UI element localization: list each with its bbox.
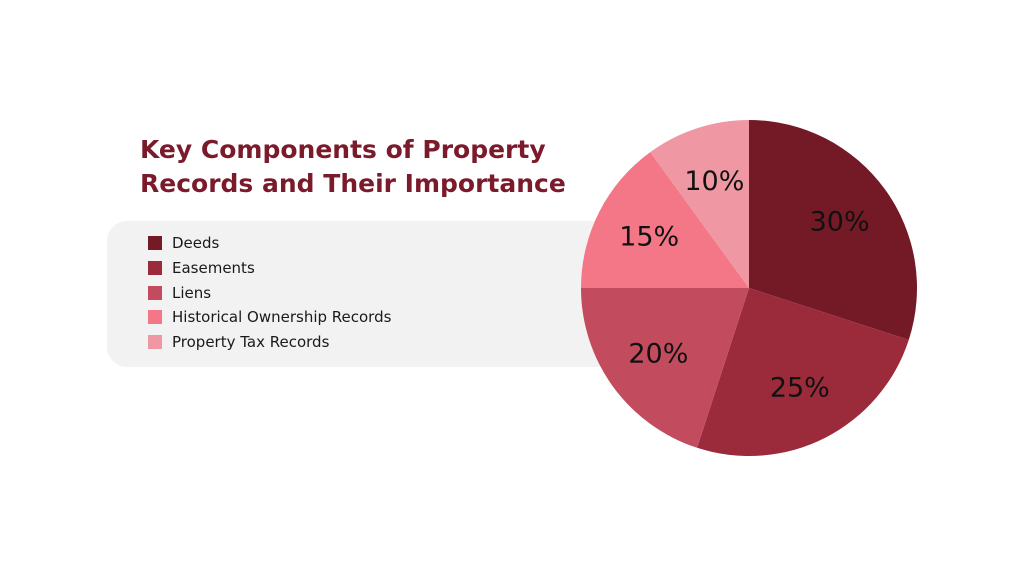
slice-label-liens: 20% bbox=[628, 338, 688, 369]
slice-label-historical-ownership-records: 15% bbox=[619, 222, 679, 253]
legend-item-property-tax-records: Property Tax Records bbox=[148, 330, 391, 355]
legend-swatch-property-tax-records bbox=[148, 335, 162, 350]
legend-item-historical-ownership-records: Historical Ownership Records bbox=[148, 305, 391, 330]
chart-title-line-2: Records and Their Importance bbox=[140, 169, 566, 198]
chart-title-line-1: Key Components of Property bbox=[140, 135, 546, 164]
legend-swatch-historical-ownership-records bbox=[148, 310, 162, 325]
legend-panel bbox=[107, 221, 667, 367]
legend-item-deeds: Deeds bbox=[148, 231, 391, 256]
legend-swatch-deeds bbox=[148, 236, 162, 251]
legend-item-liens: Liens bbox=[148, 280, 391, 305]
legend-label-deeds: Deeds bbox=[172, 234, 220, 253]
legend-label-property-tax-records: Property Tax Records bbox=[172, 333, 330, 352]
legend-label-liens: Liens bbox=[172, 283, 212, 302]
legend-swatch-easements bbox=[148, 261, 162, 276]
pie-slice-deeds bbox=[749, 120, 917, 340]
pie-slice-liens bbox=[581, 288, 749, 448]
legend-swatch-liens bbox=[148, 285, 162, 300]
legend-label-easements: Easements bbox=[172, 259, 255, 278]
slice-label-deeds: 30% bbox=[810, 207, 870, 238]
pie-slice-property-tax-records bbox=[650, 120, 749, 288]
slice-label-property-tax-records: 10% bbox=[684, 166, 744, 197]
pie-slice-historical-ownership-records bbox=[581, 152, 749, 288]
legend-label-historical-ownership-records: Historical Ownership Records bbox=[172, 308, 392, 327]
chart-title: Key Components of Property Records and T… bbox=[140, 133, 610, 201]
legend: Deeds Easements Liens Historical Ownersh… bbox=[148, 231, 391, 354]
pie-slice-easements bbox=[697, 288, 909, 456]
legend-item-easements: Easements bbox=[148, 256, 391, 281]
slice-label-easements: 25% bbox=[770, 372, 830, 403]
